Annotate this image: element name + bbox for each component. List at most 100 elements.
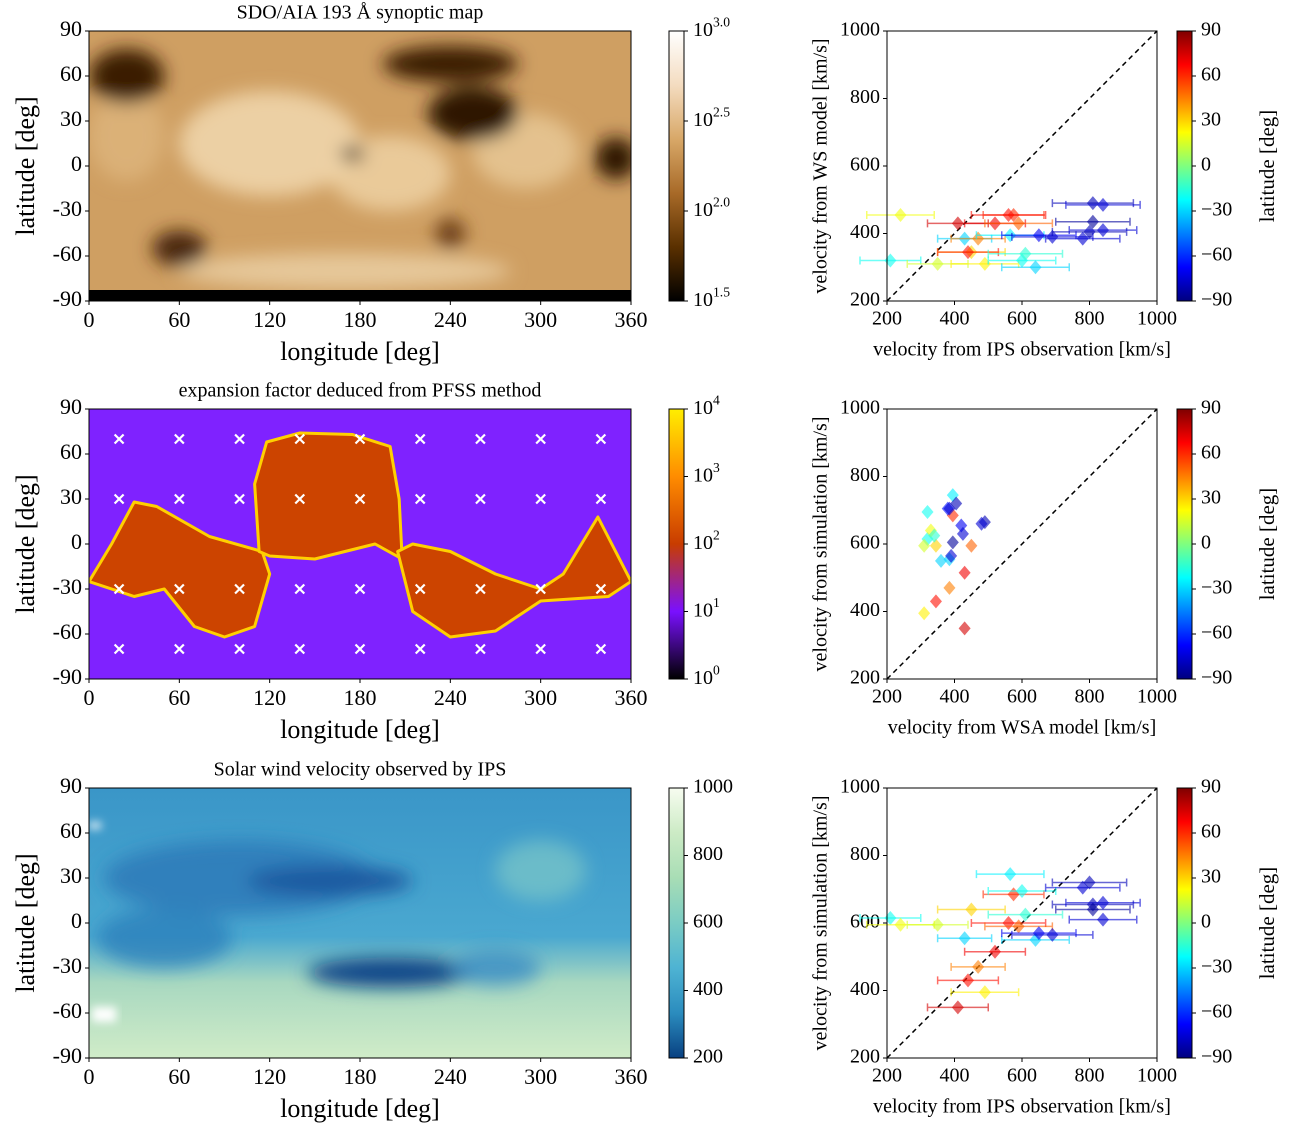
colorbar-label: latitude [deg] xyxy=(1255,488,1279,601)
colorbar-label: latitude [deg] xyxy=(1255,867,1279,980)
x-tick-label: 240 xyxy=(434,307,467,332)
scatter-point xyxy=(1097,895,1109,910)
scatter-point xyxy=(1086,902,1099,917)
scatter-point xyxy=(950,496,963,511)
y-axis-label: latitude [deg] xyxy=(11,96,40,235)
x-tick-label: 360 xyxy=(615,1064,648,1089)
scatter-point xyxy=(972,959,985,974)
marker-x xyxy=(475,643,486,655)
colorbar-tick-label: 1000 xyxy=(693,776,733,798)
x-tick-label: 600 xyxy=(1007,686,1037,708)
x-tick-label: 200 xyxy=(872,1065,902,1087)
y-tick-label: 90 xyxy=(60,394,82,419)
y-tick-label: 60 xyxy=(60,61,82,86)
x-tick-label: 60 xyxy=(168,307,190,332)
y-tick-label: -60 xyxy=(53,241,82,266)
y-tick-label: 1000 xyxy=(840,397,880,419)
ips-map-image xyxy=(89,788,631,1058)
y-tick-label: 60 xyxy=(60,818,82,843)
y-tick-label: -90 xyxy=(53,664,82,689)
scatter-point xyxy=(1046,229,1059,244)
scatter-point xyxy=(1012,919,1025,934)
scatter-point xyxy=(931,256,944,271)
marker-x xyxy=(354,493,366,505)
marker-x xyxy=(414,433,426,445)
marker-x xyxy=(354,643,366,655)
colorbar-tick-label: 60 xyxy=(1201,64,1221,86)
marker-x xyxy=(234,583,245,595)
marker-x xyxy=(174,433,185,445)
scatter-point xyxy=(958,565,971,580)
colorbar-tick-label: −60 xyxy=(1201,622,1232,644)
colorbar-tick-label: 400 xyxy=(693,978,723,1000)
x-tick-label: 300 xyxy=(524,1064,557,1089)
y-axis-label: latitude [deg] xyxy=(11,474,40,613)
y-tick-label: -60 xyxy=(53,619,82,644)
chart-title: SDO/AIA 193 Å synoptic map xyxy=(237,2,484,24)
scatter-point xyxy=(918,606,931,621)
scatter-point xyxy=(1083,224,1096,239)
scatter-point xyxy=(929,594,942,609)
x-tick-label: 120 xyxy=(253,1064,286,1089)
y-tick-label: 1000 xyxy=(840,776,880,798)
scatter-point xyxy=(962,973,974,988)
scatter-point xyxy=(965,538,978,553)
x-tick-label: 60 xyxy=(168,685,190,710)
y-tick-label: -90 xyxy=(53,286,82,311)
plot-frame xyxy=(886,787,1158,1059)
colorbar-tick-label: 0 xyxy=(1201,532,1211,554)
colorbar-tick-label: −60 xyxy=(1201,1001,1232,1023)
colorbar-tick-label: 102 xyxy=(693,528,720,554)
y-tick-label: 400 xyxy=(850,599,880,621)
x-tick-label: 240 xyxy=(434,685,467,710)
scatter-point xyxy=(978,256,991,271)
x-axis-label: longitude [deg] xyxy=(280,715,440,744)
y-tick-label: 30 xyxy=(60,484,82,509)
x-tick-label: 0 xyxy=(84,1064,95,1089)
colorbar-tick-label: 104 xyxy=(693,393,720,419)
scatter-point xyxy=(1002,207,1015,222)
marker-x xyxy=(294,433,306,445)
colorbar-tick-label: 0 xyxy=(1201,911,1211,933)
y-tick-label: -30 xyxy=(53,196,82,221)
colorbar-tick-label: −90 xyxy=(1201,667,1232,689)
colorbar-tick-label: 60 xyxy=(1201,442,1221,464)
plot-frame xyxy=(88,787,632,1059)
x-tick-label: 200 xyxy=(872,686,902,708)
scatter-point xyxy=(1046,927,1059,942)
y-tick-label: 0 xyxy=(71,908,82,933)
scatter-point xyxy=(1032,926,1045,941)
colorbar-tick-label: 103.0 xyxy=(693,15,730,41)
x-tick-label: 300 xyxy=(524,307,557,332)
colorbar-tick-label: 90 xyxy=(1201,19,1221,41)
y-tick-label: -30 xyxy=(53,953,82,978)
colorbar-tick-label: 90 xyxy=(1201,397,1221,419)
x-tick-label: 240 xyxy=(434,1064,467,1089)
colorbar-tick-label: 30 xyxy=(1201,109,1221,131)
x-axis-label: velocity from WSA model [km/s] xyxy=(888,717,1157,739)
scatter-point xyxy=(894,207,907,222)
marker-x xyxy=(595,583,607,595)
x-tick-label: 360 xyxy=(615,307,648,332)
marker-x xyxy=(234,433,245,445)
scatter-point xyxy=(943,580,956,595)
x-tick-label: 0 xyxy=(84,685,95,710)
y-tick-label: 600 xyxy=(850,911,880,933)
y-tick-label: 90 xyxy=(60,16,82,41)
x-tick-label: 400 xyxy=(940,1065,970,1087)
marker-x xyxy=(595,433,607,445)
colorbar xyxy=(668,30,685,302)
scatter-point xyxy=(935,553,947,568)
marker-x xyxy=(475,433,486,445)
marker-x xyxy=(174,493,185,505)
y-tick-label: 800 xyxy=(850,86,880,108)
scatter-point xyxy=(1019,246,1032,261)
colorbar xyxy=(1176,408,1193,680)
scatter-point xyxy=(1019,907,1032,922)
scatter-point xyxy=(1032,228,1045,243)
colorbar-tick-label: 101 xyxy=(693,595,720,621)
pfss-map-image xyxy=(89,409,631,679)
chart-title: Solar wind velocity observed by IPS xyxy=(214,759,507,781)
colorbar-tick-label: −90 xyxy=(1201,289,1232,311)
